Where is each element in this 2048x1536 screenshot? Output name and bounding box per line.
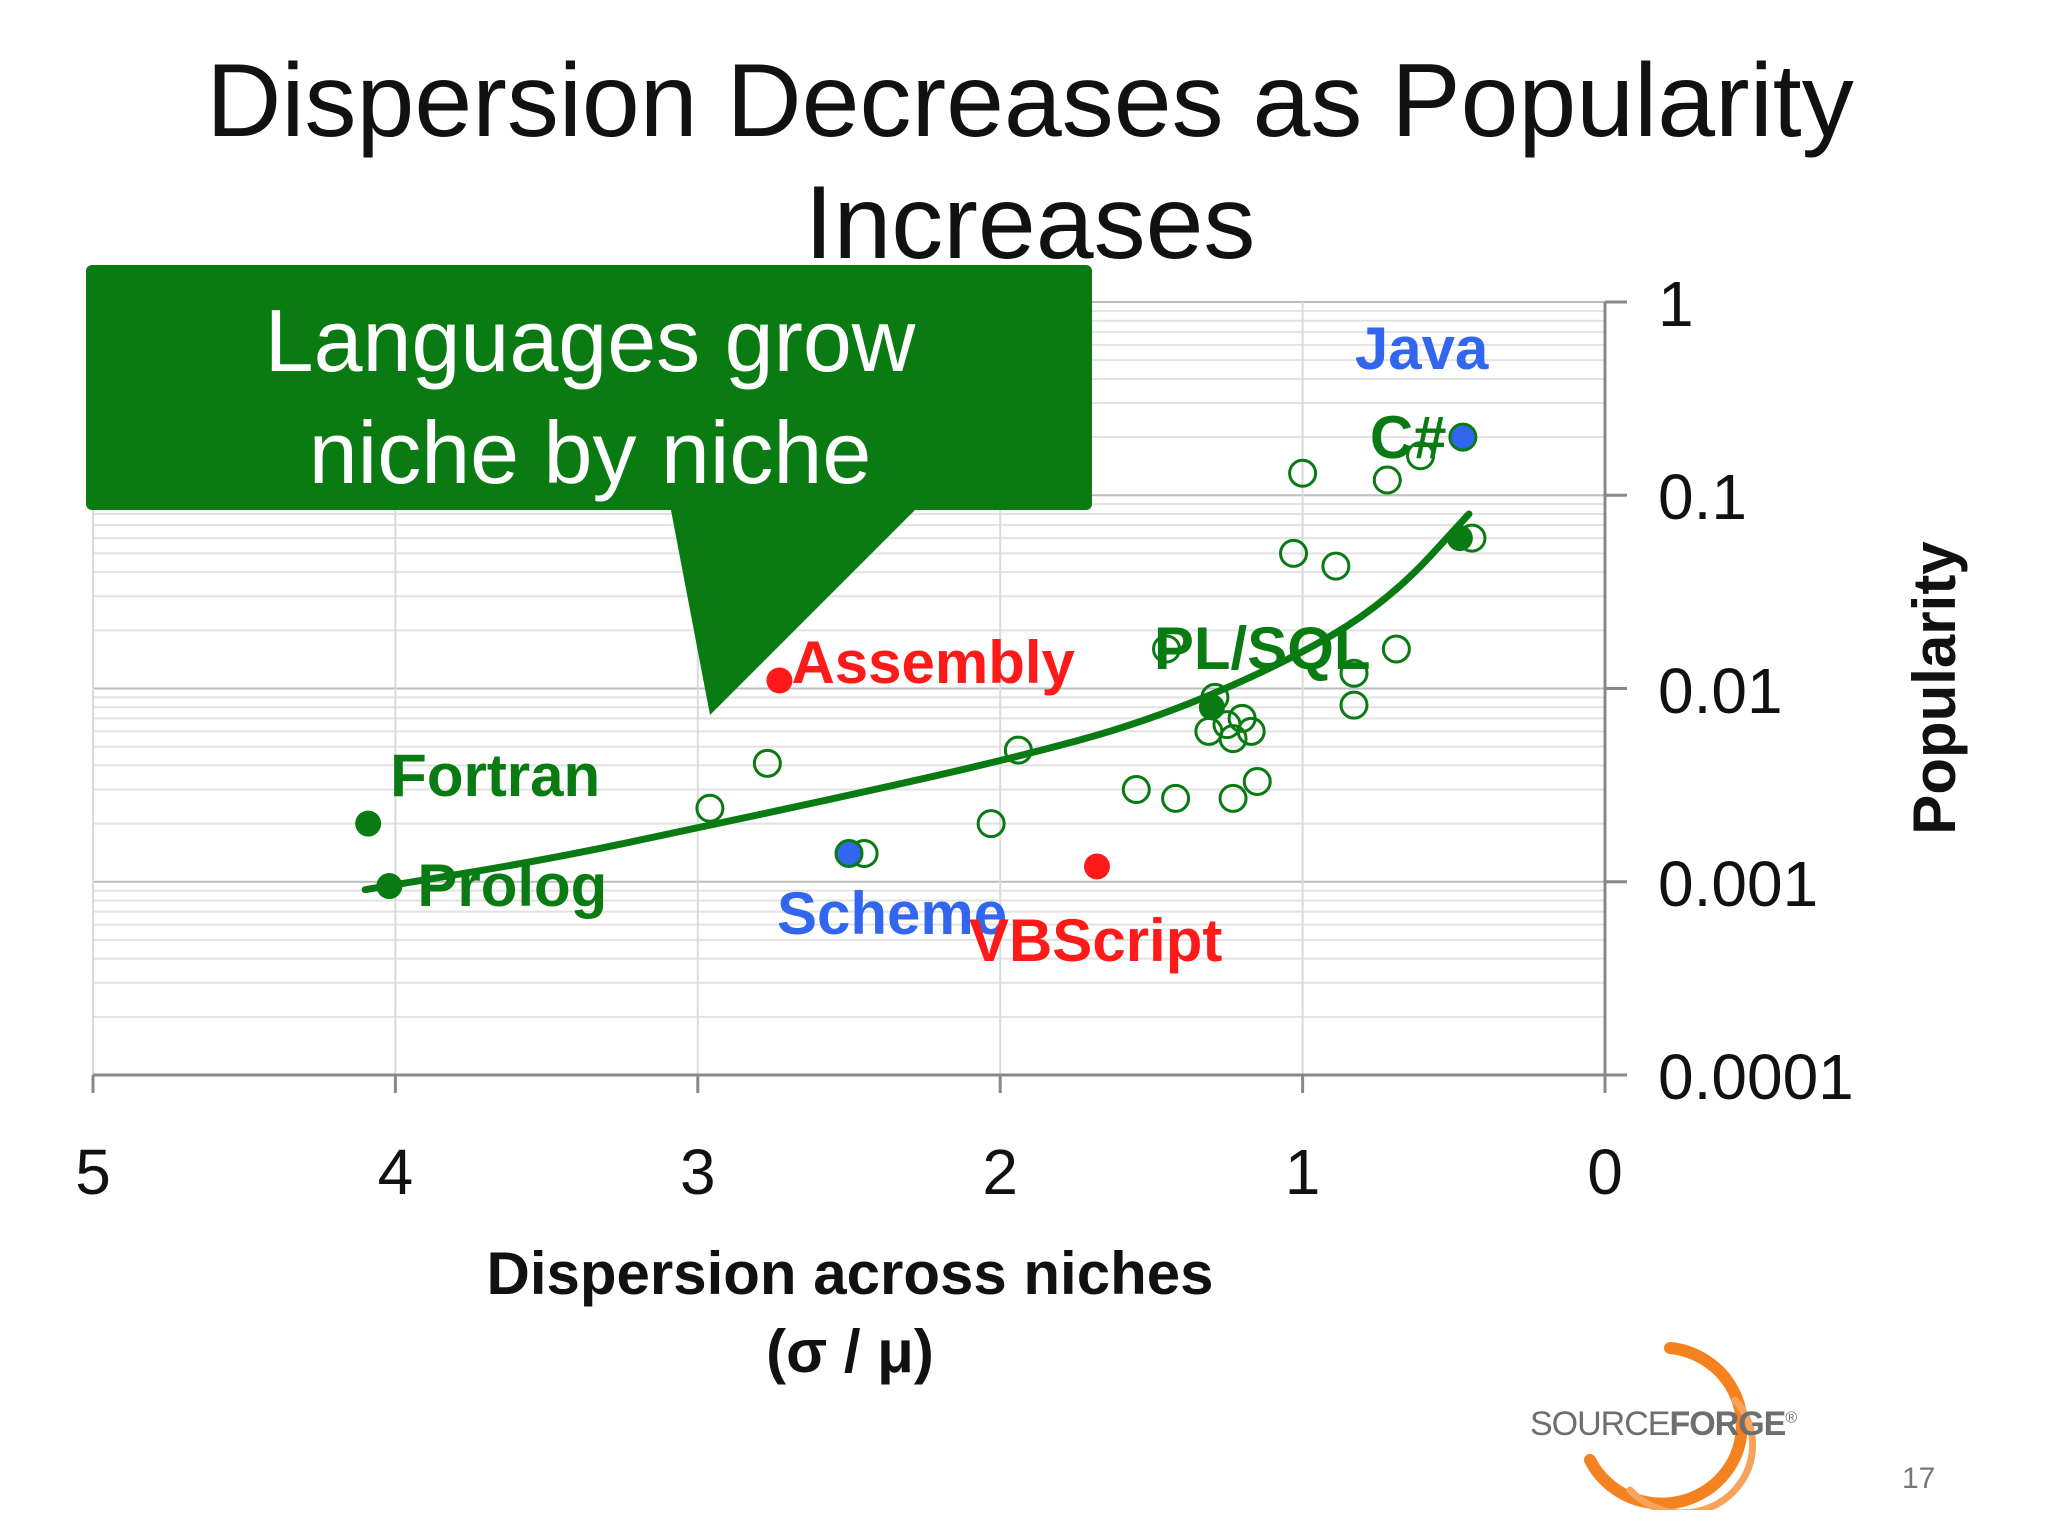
language-point xyxy=(1218,783,1248,813)
callout-shape xyxy=(86,265,1092,715)
language-label-prolog: Prolog xyxy=(417,852,608,920)
language-point xyxy=(976,809,1006,839)
language-label-vbscript: VBScript xyxy=(968,907,1223,975)
x-axis-title: Dispersion across niches xyxy=(486,1240,1214,1307)
callout-line-1: Languages grow xyxy=(264,291,916,390)
logo-registered-mark: ® xyxy=(1785,1409,1797,1427)
logo-swoosh-outer xyxy=(1584,1342,1748,1510)
axis-layer xyxy=(91,300,1627,1093)
y-tick-label: 0.0001 xyxy=(1658,1041,1854,1113)
highlighted-point-java xyxy=(1448,422,1478,452)
language-label-java: Java xyxy=(1354,315,1489,383)
language-point xyxy=(1321,551,1351,581)
language-point xyxy=(1161,783,1191,813)
language-label-assembly: Assembly xyxy=(791,628,1075,696)
x-tick-label: 1 xyxy=(1284,1136,1321,1208)
language-point xyxy=(1236,716,1266,746)
highlighted-point-pl-sql xyxy=(1198,694,1225,721)
highlighted-point-assembly xyxy=(766,667,793,694)
highlighted-point-c- xyxy=(1446,525,1473,552)
x-tick-label: 4 xyxy=(377,1136,414,1208)
trend-line xyxy=(361,510,1473,894)
y-axis-label: Popularity xyxy=(1901,541,1968,835)
language-point xyxy=(1242,767,1272,797)
highlighted-point-vbscript xyxy=(1083,853,1110,880)
language-label-fortran: Fortran xyxy=(390,741,601,809)
y-tick-label: 0.1 xyxy=(1658,461,1747,534)
language-point xyxy=(1381,634,1411,664)
y-tick-label: 0.01 xyxy=(1658,654,1783,727)
language-label-c-: C# xyxy=(1369,404,1447,472)
highlighted-point-scheme xyxy=(834,839,864,869)
highlighted-point-prolog xyxy=(376,873,403,900)
y-tick-label: 0.001 xyxy=(1658,847,1819,920)
language-point xyxy=(1152,634,1182,664)
callout-box xyxy=(86,265,1092,510)
slide-title: Dispersion Decreases as Popularity Incre… xyxy=(206,43,1854,281)
x-axis-subtitle: (σ / μ) xyxy=(766,1318,934,1385)
language-point xyxy=(1288,458,1318,488)
language-label-pl-sql: PL/SQL xyxy=(1153,615,1371,683)
callout-pointer xyxy=(670,505,920,715)
logo-swoosh-inner xyxy=(1626,1396,1757,1510)
language-label-scheme: Scheme xyxy=(777,879,1008,947)
y-tick-label: 1 xyxy=(1658,268,1694,340)
language-point xyxy=(1339,690,1369,720)
language-point xyxy=(1003,735,1033,765)
language-point xyxy=(1218,724,1248,754)
page-number: 17 xyxy=(1902,1462,1936,1495)
x-axis-label: Dispersion across niches (σ / μ) xyxy=(330,1235,1370,1391)
logo-text-bold: FORGE xyxy=(1669,1405,1786,1443)
language-point xyxy=(1339,658,1369,688)
x-tick-label: 0 xyxy=(1587,1136,1623,1208)
logo-wordmark: SOURCEFORGE® xyxy=(1530,1405,1797,1444)
language-point xyxy=(1406,441,1436,471)
sourceforge-logo xyxy=(1584,1342,1757,1510)
highlighted-point-fortran xyxy=(355,810,382,837)
x-tick-label: 2 xyxy=(982,1136,1018,1208)
point-layer xyxy=(355,422,1487,900)
language-point xyxy=(752,748,782,778)
callout-text: Languages grow niche by niche xyxy=(90,285,1090,509)
language-point xyxy=(1121,775,1151,805)
language-point xyxy=(1279,538,1309,568)
logo-text-plain: SOURCE xyxy=(1530,1405,1670,1443)
callout-line-2: niche by niche xyxy=(308,403,872,502)
x-tick-label: 3 xyxy=(680,1136,716,1208)
x-tick-label: 5 xyxy=(75,1136,111,1208)
trend-layer xyxy=(361,510,1473,894)
language-point xyxy=(1372,465,1402,495)
language-point xyxy=(695,793,725,823)
